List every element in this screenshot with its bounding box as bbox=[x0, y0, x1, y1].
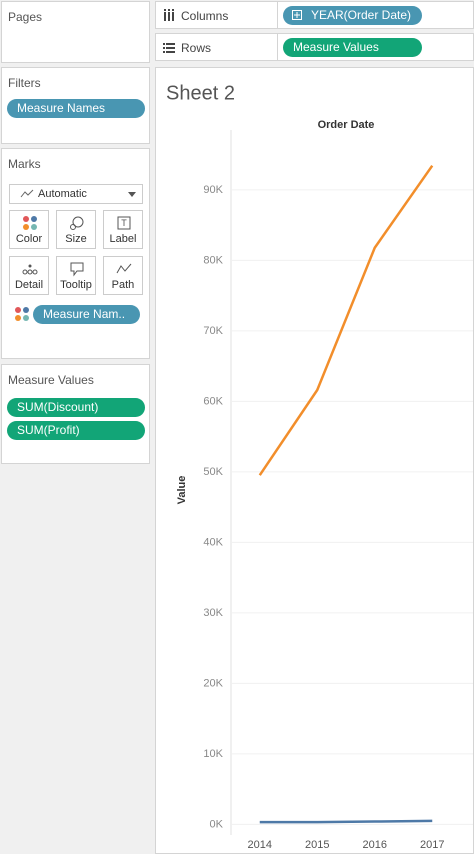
dropdown-arrow bbox=[128, 192, 136, 197]
x-tick-label: 2015 bbox=[305, 839, 329, 851]
color-icon bbox=[15, 307, 29, 321]
card-title: Marks bbox=[8, 157, 41, 171]
measure-pill[interactable]: SUM(Profit) bbox=[7, 421, 145, 440]
icon bbox=[116, 263, 132, 274]
columns-pill[interactable]: YEAR(Order Date) bbox=[283, 6, 422, 25]
detail-button[interactable]: Detail bbox=[9, 256, 49, 295]
y-tick-label: 30K bbox=[203, 607, 223, 619]
x-header: Order Date bbox=[318, 119, 375, 131]
series-line bbox=[259, 819, 433, 824]
y-tick-label: 20K bbox=[203, 677, 223, 689]
rows-pill[interactable]: Measure Values bbox=[283, 38, 422, 57]
pages-card: Pages bbox=[1, 1, 150, 63]
y-tick-label: 90K bbox=[203, 184, 223, 196]
filter-pill[interactable]: Measure Names bbox=[7, 99, 145, 118]
measure-pill[interactable]: SUM(Discount) bbox=[7, 398, 145, 417]
mark-type-dropdown[interactable]: Automatic bbox=[9, 184, 143, 204]
button-label: Path bbox=[111, 279, 135, 291]
separator bbox=[277, 2, 278, 29]
button-label: Size bbox=[65, 233, 87, 245]
y-tick-label: 80K bbox=[203, 254, 223, 266]
path-button[interactable]: Path bbox=[103, 256, 143, 295]
series-line bbox=[258, 164, 434, 476]
line-icon bbox=[20, 189, 34, 198]
sheet-title: Sheet 2 bbox=[166, 82, 235, 104]
x-tick-label: 2016 bbox=[363, 839, 387, 851]
y-tick-label: 40K bbox=[203, 536, 223, 548]
icon bbox=[70, 262, 84, 277]
svg-text:T: T bbox=[121, 218, 127, 228]
measure-values-card: Measure Values SUM(Discount) SUM(Profit) bbox=[1, 364, 150, 464]
y-tick-label: 0K bbox=[210, 818, 224, 830]
label-button[interactable]: T Label bbox=[103, 210, 143, 249]
size-button[interactable]: Size bbox=[56, 210, 96, 249]
y-tick-label: 50K bbox=[203, 466, 223, 478]
icon bbox=[22, 264, 38, 275]
card-title: Measure Values bbox=[8, 373, 94, 387]
expand-icon bbox=[292, 10, 302, 20]
shelf-label: Rows bbox=[181, 41, 212, 55]
separator bbox=[277, 34, 278, 61]
y-tick-label: 10K bbox=[203, 748, 223, 760]
icon: T bbox=[117, 216, 131, 230]
button-label: Color bbox=[15, 233, 43, 245]
mark-type: Automatic bbox=[38, 188, 87, 200]
marks-pill[interactable]: Measure Nam.. bbox=[33, 305, 140, 324]
y-tick-label: 70K bbox=[203, 325, 223, 337]
x-tick-label: 2014 bbox=[248, 839, 272, 851]
icon bbox=[23, 216, 37, 230]
icon bbox=[70, 216, 84, 230]
button-label: Detail bbox=[14, 279, 44, 291]
color-button[interactable]: Color bbox=[9, 210, 49, 249]
button-label: Tooltip bbox=[60, 279, 92, 291]
card-title: Pages bbox=[8, 10, 43, 24]
rows-icon bbox=[163, 43, 175, 53]
card-title: Filters bbox=[8, 76, 41, 90]
x-tick-label: 2017 bbox=[420, 839, 444, 851]
shelf-label: Columns bbox=[181, 9, 229, 23]
chart: Sheet 2 Order Date Value 0K 10K 20K 30K 40K 5… bbox=[155, 67, 474, 854]
columns-shelf: Columns YEAR(Order Date) bbox=[155, 1, 474, 29]
button-label: Label bbox=[109, 233, 137, 245]
marks-card: Marks Automatic Color Size T Label Detail… bbox=[1, 148, 150, 359]
y-tick-label: 60K bbox=[203, 395, 223, 407]
tooltip-button[interactable]: Tooltip bbox=[56, 256, 96, 295]
y-axis-title: Value bbox=[176, 476, 188, 505]
columns-icon bbox=[164, 9, 174, 21]
rows-shelf: Rows Measure Values bbox=[155, 33, 474, 61]
filters-card: Filters Measure Names bbox=[1, 67, 150, 144]
